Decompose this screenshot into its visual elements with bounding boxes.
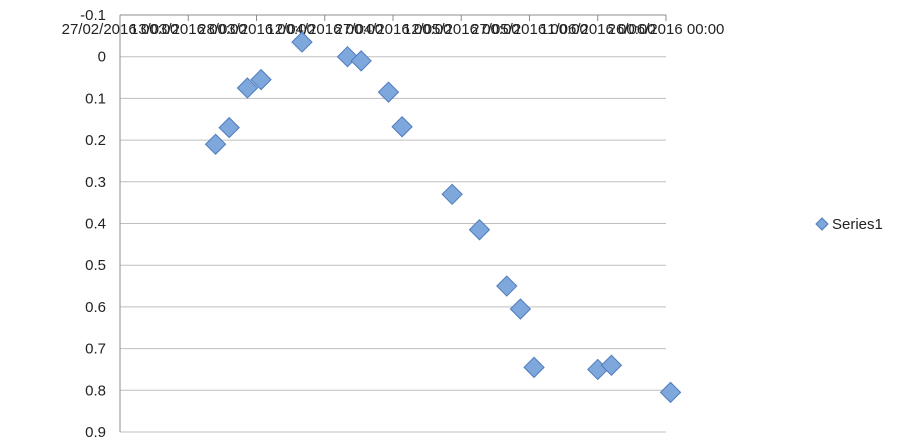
data-point-0 xyxy=(204,133,227,155)
data-point-4 xyxy=(291,31,313,53)
data-point-1 xyxy=(218,116,240,139)
legend: Series1 xyxy=(815,216,883,233)
y-tick-label-3: 0.2 xyxy=(85,132,106,149)
gridlines xyxy=(120,14,666,433)
data-point-6 xyxy=(350,50,372,72)
data-point-15 xyxy=(600,354,623,376)
data-point-5 xyxy=(336,45,359,68)
data-point-16 xyxy=(659,381,682,404)
data-point-3 xyxy=(250,68,272,91)
data-point-10 xyxy=(468,219,491,241)
data-point-13 xyxy=(523,356,545,379)
x-tick-label-0: 27/02/2016 00:00 xyxy=(62,21,179,38)
y-tick-label-9: 0.8 xyxy=(85,382,106,399)
y-tick-label-10: 0.9 xyxy=(85,424,106,441)
data-point-11 xyxy=(496,275,518,297)
y-tick-label-7: 0.6 xyxy=(85,299,106,316)
y-axis-tick-labels: -0.1 0 0.1 0.2 0.3 0.4 0.5 0.6 0.7 0.8 0.9 xyxy=(80,7,106,441)
legend-label-series1: Series1 xyxy=(832,216,883,233)
series1-points xyxy=(204,31,682,404)
y-tick-label-4: 0.3 xyxy=(85,174,106,191)
y-tick-label-8: 0.7 xyxy=(85,341,106,358)
data-point-12 xyxy=(509,298,532,320)
y-tick-label-0: -0.1 xyxy=(80,7,106,24)
y-tick-label-2: 0.1 xyxy=(85,90,106,107)
x-tick-label-8: 26/06/2016 00:00 xyxy=(608,21,725,38)
y-tick-label-6: 0.5 xyxy=(85,257,106,274)
x-tick-label-5: 12/05/2016 00:00 xyxy=(403,21,520,38)
x-tick-label-4: 27/04/2016 00:00 xyxy=(335,21,452,38)
y-tick-label-5: 0.4 xyxy=(85,216,106,233)
legend-marker-series1 xyxy=(815,217,829,231)
x-tick-label-7: 11/06/2016 00:00 xyxy=(540,21,656,38)
axes xyxy=(119,14,667,432)
data-point-8 xyxy=(391,116,413,138)
data-point-7 xyxy=(377,81,400,103)
data-point-9 xyxy=(441,183,463,206)
x-tick-label-6: 27/05/2016 00:00 xyxy=(471,21,588,38)
x-tick-label-2: 28/03/2016 00:00 xyxy=(198,21,315,38)
x-tick-label-3: 12/04/2016 00:00 xyxy=(266,21,383,38)
y-tick-label-1: 0 xyxy=(98,49,106,66)
data-point-2 xyxy=(236,77,259,99)
x-tick-label-1: 13/03/2016 00:00 xyxy=(130,21,247,38)
